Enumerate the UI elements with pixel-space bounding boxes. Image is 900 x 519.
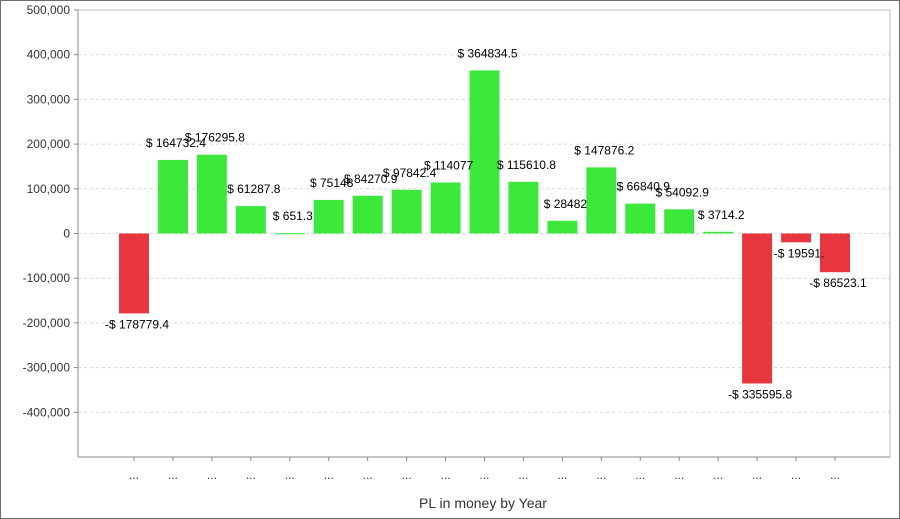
bar xyxy=(820,233,850,273)
x-tick-label: ... xyxy=(557,468,567,482)
x-tick-label: ... xyxy=(713,468,723,482)
bar-value-label: -$ 178779.4 xyxy=(105,317,169,331)
bar-value-label: $ 54092.9 xyxy=(656,185,710,199)
y-tick-label: 300,000 xyxy=(27,92,71,106)
y-tick-label: -200,000 xyxy=(23,316,71,330)
x-tick-label: ... xyxy=(830,468,840,482)
y-tick-label: -400,000 xyxy=(23,405,71,419)
bar-value-label: $ 28482 xyxy=(544,197,588,211)
bar-value-label: $ 61287.8 xyxy=(227,182,281,196)
x-tick-label: ... xyxy=(791,468,801,482)
x-tick-label: ... xyxy=(402,468,412,482)
x-tick-label: ... xyxy=(752,468,762,482)
bar xyxy=(313,199,344,234)
y-tick-label: 400,000 xyxy=(27,48,71,62)
bar xyxy=(742,233,773,384)
bar xyxy=(508,181,539,234)
bar xyxy=(547,220,578,234)
bar xyxy=(196,154,227,234)
bar-value-label: $ 364834.5 xyxy=(457,46,517,60)
bar-value-label: $ 147876.2 xyxy=(574,143,634,157)
axes xyxy=(77,9,891,458)
bar xyxy=(274,233,305,235)
x-axis-title: PL in money by Year xyxy=(419,495,547,511)
x-tick-label: ... xyxy=(246,468,256,482)
bar-value-label: $ 97842.4 xyxy=(383,166,437,180)
x-tick-label: ... xyxy=(285,468,295,482)
x-tick-label: ... xyxy=(129,468,139,482)
y-tick-label: -300,000 xyxy=(23,361,71,375)
bar xyxy=(664,209,695,234)
x-tick-label: ... xyxy=(635,468,645,482)
bar-value-label: -$ 335595.8 xyxy=(728,388,792,402)
y-tick-label: 0 xyxy=(63,227,70,241)
y-axis-ticks: 500,000 400,000 300,000 200,000 100,000 0 -100… xyxy=(23,3,78,419)
x-tick-label: ... xyxy=(479,468,489,482)
bar xyxy=(625,203,656,234)
x-tick-label: ... xyxy=(518,468,528,482)
x-tick-label: ... xyxy=(207,468,217,482)
y-tick-label: -100,000 xyxy=(23,271,71,285)
x-tick-label: ... xyxy=(596,468,606,482)
x-tick-label: ... xyxy=(363,468,373,482)
x-axis-ticks: ........................................… xyxy=(129,457,840,482)
bar xyxy=(586,167,617,234)
bar xyxy=(391,189,422,234)
bar-value-label: $ 164732.4 xyxy=(146,136,206,150)
bars xyxy=(119,70,850,384)
bar-value-label: $ 75148 xyxy=(310,176,354,190)
bar-value-label: $ 651.3 xyxy=(273,209,313,223)
bar-value-label: $ 176295.8 xyxy=(185,131,245,145)
bar-value-label: $ 84270.9 xyxy=(344,172,398,186)
bar-value-label: $ 114077 xyxy=(424,159,473,173)
bar xyxy=(119,233,149,314)
x-tick-label: ... xyxy=(168,468,178,482)
bar xyxy=(352,195,383,234)
bar-value-label: $ 3714.2 xyxy=(698,208,745,222)
x-tick-label: ... xyxy=(674,468,684,482)
bar-value-label: $ 66840.9 xyxy=(617,180,671,194)
x-tick-label: ... xyxy=(441,468,451,482)
x-tick-label: ... xyxy=(324,468,334,482)
bar-value-label: -$ 86523.1 xyxy=(809,276,867,290)
bar xyxy=(430,182,461,234)
bar xyxy=(157,159,188,234)
bar xyxy=(703,231,734,234)
bar-labels: -$ 178779.4 $ 164732.4$ 176295.8 $ 61287.8… xyxy=(105,46,867,401)
y-tick-label: 200,000 xyxy=(27,137,71,151)
bar xyxy=(235,206,266,234)
bar-value-label: -$ 19591. xyxy=(774,246,825,260)
y-tick-label: 500,000 xyxy=(27,3,71,17)
y-tick-label: 100,000 xyxy=(27,182,71,196)
bar xyxy=(469,70,500,234)
bar xyxy=(781,233,812,243)
bar-value-label: $ 115610.8 xyxy=(497,158,556,172)
